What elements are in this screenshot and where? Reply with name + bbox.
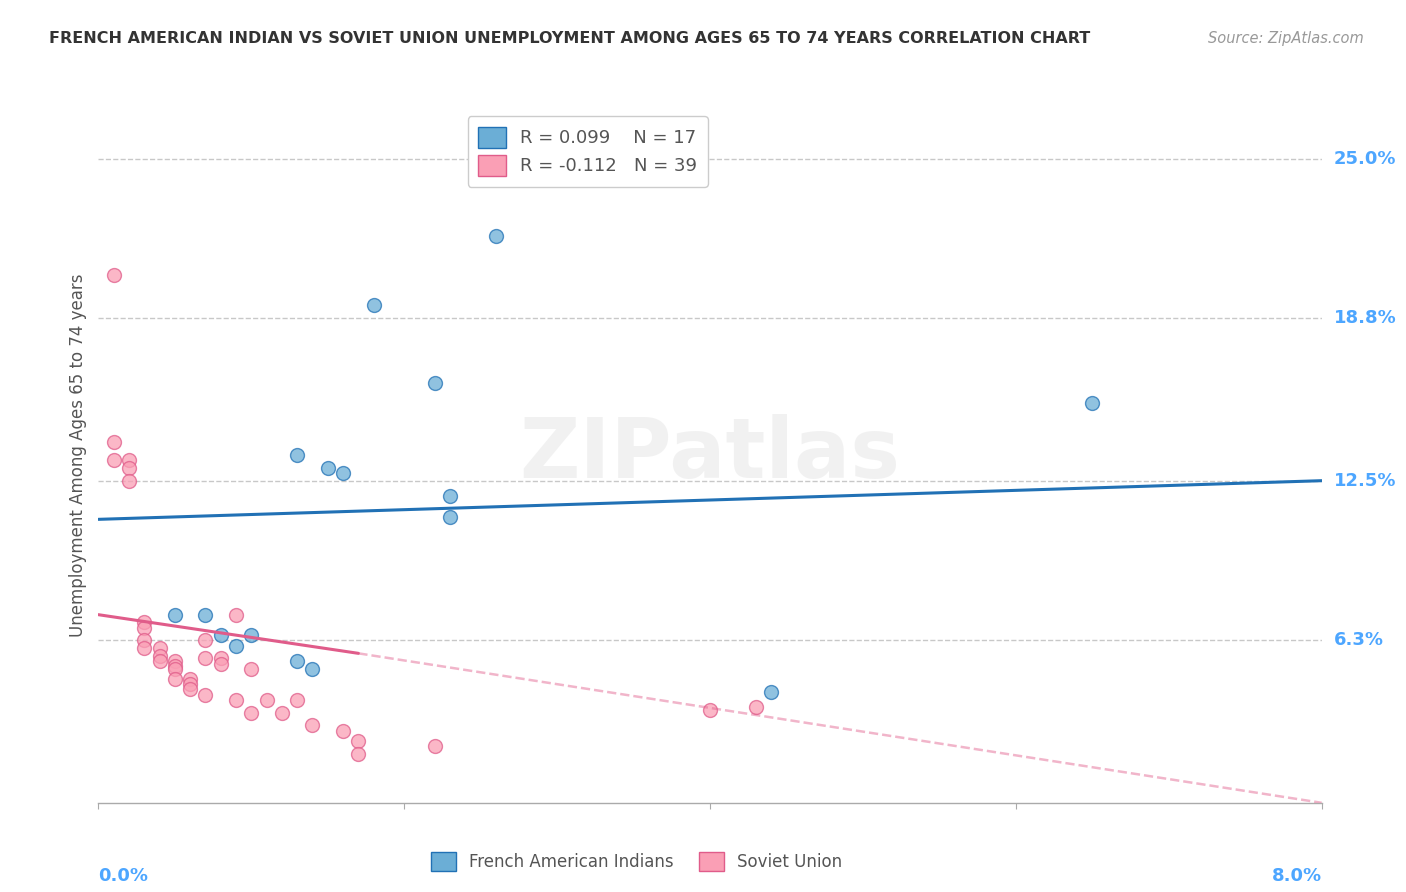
Point bbox=[225, 639, 247, 653]
Point bbox=[363, 298, 385, 312]
Text: Source: ZipAtlas.com: Source: ZipAtlas.com bbox=[1208, 31, 1364, 46]
Point bbox=[225, 607, 247, 622]
Point bbox=[316, 460, 339, 475]
Point bbox=[209, 651, 232, 665]
Point bbox=[134, 641, 156, 656]
Point bbox=[163, 659, 186, 673]
Point bbox=[134, 633, 156, 648]
Point bbox=[240, 662, 263, 676]
Point bbox=[163, 662, 186, 676]
Point bbox=[209, 657, 232, 671]
Point bbox=[285, 692, 308, 706]
Text: 6.3%: 6.3% bbox=[1334, 632, 1384, 649]
Point bbox=[194, 633, 217, 648]
Text: 25.0%: 25.0% bbox=[1334, 150, 1396, 168]
Text: 12.5%: 12.5% bbox=[1334, 472, 1396, 490]
Point bbox=[423, 739, 446, 753]
Point bbox=[745, 700, 768, 714]
Point bbox=[347, 747, 370, 761]
Point bbox=[332, 466, 354, 480]
Point bbox=[118, 460, 141, 475]
Point bbox=[118, 474, 141, 488]
Point bbox=[103, 268, 125, 282]
Point bbox=[256, 692, 278, 706]
Point bbox=[285, 448, 308, 462]
Point bbox=[134, 615, 156, 630]
Point bbox=[301, 662, 323, 676]
Point bbox=[240, 706, 263, 720]
Point bbox=[179, 672, 201, 686]
Point bbox=[699, 703, 721, 717]
Point bbox=[270, 706, 294, 720]
Point bbox=[225, 692, 247, 706]
Y-axis label: Unemployment Among Ages 65 to 74 years: Unemployment Among Ages 65 to 74 years bbox=[69, 273, 87, 637]
Text: 8.0%: 8.0% bbox=[1271, 867, 1322, 885]
Point bbox=[439, 509, 461, 524]
Text: ZIPatlas: ZIPatlas bbox=[520, 415, 900, 495]
Point bbox=[759, 685, 782, 699]
Point bbox=[240, 628, 263, 642]
Text: 18.8%: 18.8% bbox=[1334, 310, 1396, 327]
Point bbox=[209, 628, 232, 642]
Point bbox=[194, 607, 217, 622]
Text: FRENCH AMERICAN INDIAN VS SOVIET UNION UNEMPLOYMENT AMONG AGES 65 TO 74 YEARS CO: FRENCH AMERICAN INDIAN VS SOVIET UNION U… bbox=[49, 31, 1091, 46]
Point bbox=[1081, 396, 1104, 410]
Point bbox=[485, 228, 508, 243]
Point bbox=[103, 453, 125, 467]
Legend: French American Indians, Soviet Union: French American Indians, Soviet Union bbox=[425, 846, 849, 878]
Point bbox=[163, 607, 186, 622]
Point bbox=[149, 654, 172, 668]
Point bbox=[347, 734, 370, 748]
Point bbox=[194, 651, 217, 665]
Point bbox=[103, 435, 125, 450]
Point bbox=[301, 718, 323, 732]
Point bbox=[423, 376, 446, 390]
Point bbox=[163, 654, 186, 668]
Point bbox=[194, 688, 217, 702]
Point bbox=[332, 723, 354, 738]
Text: 0.0%: 0.0% bbox=[98, 867, 149, 885]
Point bbox=[439, 489, 461, 503]
Point bbox=[179, 682, 201, 697]
Point bbox=[285, 654, 308, 668]
Point bbox=[134, 621, 156, 635]
Point bbox=[149, 648, 172, 663]
Point bbox=[118, 453, 141, 467]
Point bbox=[179, 677, 201, 691]
Point bbox=[163, 672, 186, 686]
Point bbox=[149, 641, 172, 656]
